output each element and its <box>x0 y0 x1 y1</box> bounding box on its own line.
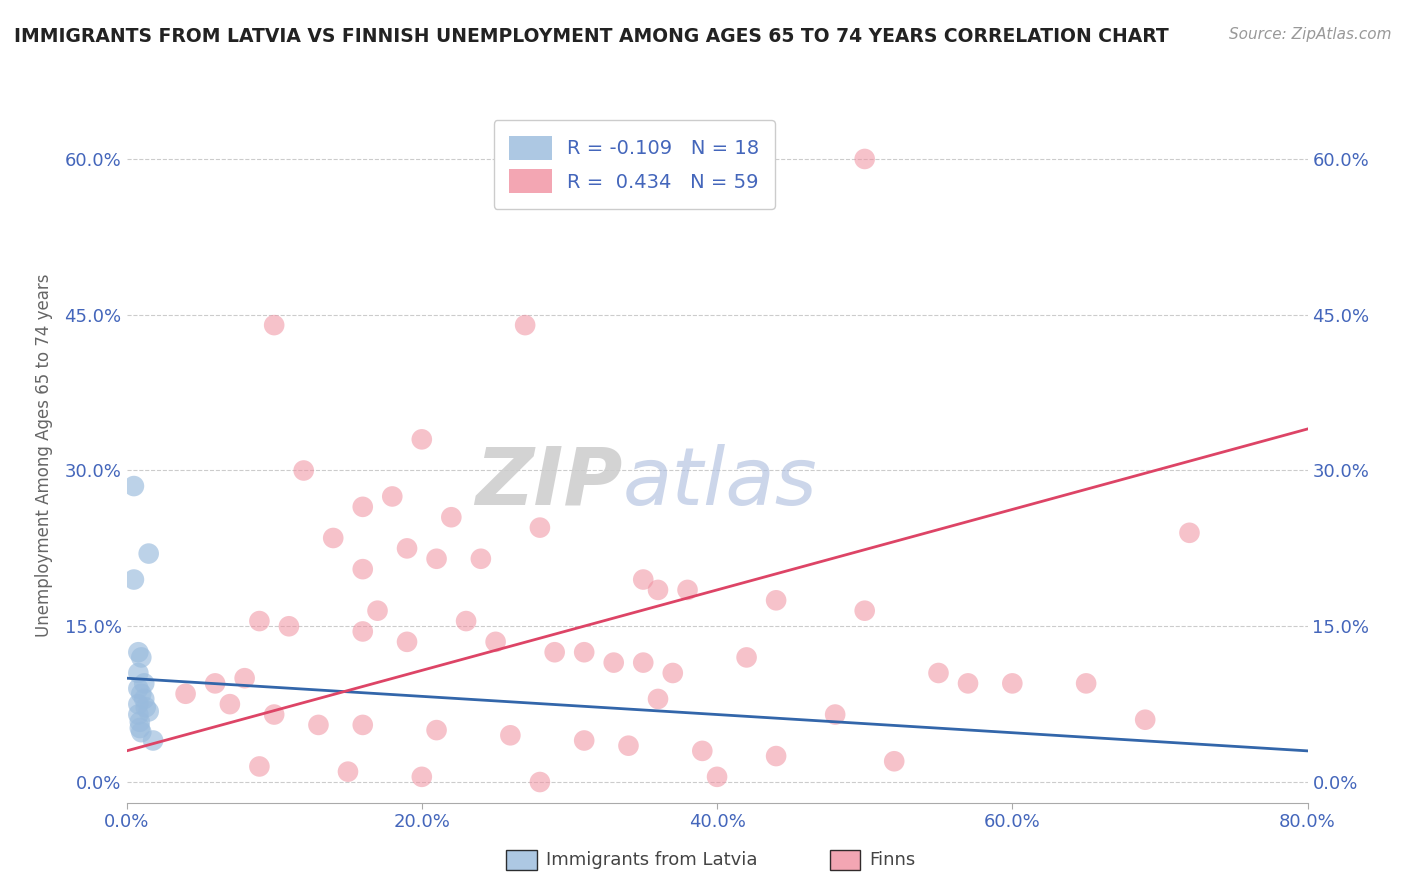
Point <box>484 635 508 649</box>
Point <box>396 541 419 556</box>
Point <box>122 573 145 587</box>
Point <box>352 718 374 732</box>
Point <box>574 645 596 659</box>
Point <box>134 676 156 690</box>
Legend: R = -0.109   N = 18, R =  0.434   N = 59: R = -0.109 N = 18, R = 0.434 N = 59 <box>494 120 775 209</box>
Point <box>127 707 149 722</box>
Point <box>631 656 654 670</box>
Point <box>135 700 157 714</box>
Point <box>1076 676 1098 690</box>
Point <box>128 714 150 729</box>
Point <box>219 697 242 711</box>
Point <box>127 697 149 711</box>
Point <box>292 463 315 477</box>
Point <box>706 770 728 784</box>
Point <box>824 707 846 722</box>
Point <box>603 656 626 670</box>
Point <box>352 562 374 576</box>
Text: Source: ZipAtlas.com: Source: ZipAtlas.com <box>1229 27 1392 42</box>
Text: Finns: Finns <box>869 851 915 869</box>
Point <box>661 665 683 680</box>
Point <box>411 770 433 784</box>
Point <box>129 687 153 701</box>
Point <box>337 764 360 779</box>
Point <box>129 650 153 665</box>
Point <box>263 707 285 722</box>
Point <box>647 692 669 706</box>
Point <box>247 759 270 773</box>
Point <box>134 692 156 706</box>
Point <box>127 645 149 659</box>
Point <box>765 593 787 607</box>
Point <box>647 582 669 597</box>
Point <box>174 687 197 701</box>
Point <box>543 645 565 659</box>
Point <box>127 665 149 680</box>
Point <box>529 775 551 789</box>
Point <box>529 520 551 534</box>
Point <box>515 318 537 332</box>
Point <box>128 721 150 735</box>
Text: atlas: atlas <box>623 443 817 522</box>
Point <box>883 754 905 768</box>
Point <box>617 739 640 753</box>
Point <box>853 604 876 618</box>
Point <box>278 619 301 633</box>
Point <box>263 318 285 332</box>
Point <box>425 551 447 566</box>
Point <box>138 705 160 719</box>
Point <box>1178 525 1201 540</box>
Point <box>928 665 950 680</box>
Point <box>499 728 522 742</box>
Point <box>322 531 344 545</box>
Point <box>381 490 404 504</box>
Point <box>233 671 256 685</box>
Point <box>765 749 787 764</box>
Point <box>127 681 149 696</box>
Point <box>122 479 145 493</box>
Text: Immigrants from Latvia: Immigrants from Latvia <box>546 851 756 869</box>
Point <box>853 152 876 166</box>
Point <box>454 614 477 628</box>
Point <box>366 604 388 618</box>
Point <box>352 624 374 639</box>
Point <box>470 551 492 566</box>
Point <box>247 614 270 628</box>
Point <box>631 573 654 587</box>
Point <box>204 676 226 690</box>
Point <box>129 725 153 739</box>
Text: IMMIGRANTS FROM LATVIA VS FINNISH UNEMPLOYMENT AMONG AGES 65 TO 74 YEARS CORRELA: IMMIGRANTS FROM LATVIA VS FINNISH UNEMPL… <box>14 27 1168 45</box>
Point <box>142 733 165 747</box>
Point <box>1133 713 1156 727</box>
Point <box>307 718 329 732</box>
Point <box>735 650 758 665</box>
Point <box>440 510 463 524</box>
Point <box>411 433 433 447</box>
Point <box>690 744 713 758</box>
Point <box>138 547 160 561</box>
Point <box>956 676 979 690</box>
Point <box>396 635 419 649</box>
Point <box>574 733 596 747</box>
Point <box>425 723 447 738</box>
Text: ZIP: ZIP <box>475 443 623 522</box>
Point <box>1001 676 1024 690</box>
Point <box>352 500 374 514</box>
Y-axis label: Unemployment Among Ages 65 to 74 years: Unemployment Among Ages 65 to 74 years <box>35 273 53 637</box>
Point <box>676 582 699 597</box>
